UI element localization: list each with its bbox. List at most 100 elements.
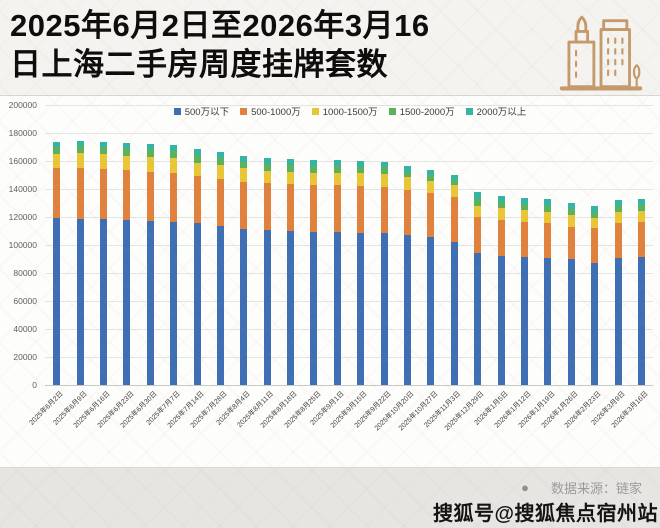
stacked-bar: [193, 149, 201, 385]
bar-segment: [567, 215, 575, 227]
bar-segment: [263, 183, 271, 231]
bar-column: [443, 105, 466, 385]
legend-label: 1000-1500万: [322, 107, 378, 118]
bar-segment: [380, 174, 388, 187]
bar-segment: [146, 221, 154, 385]
y-tick-label: 80000: [13, 268, 37, 278]
bar-segment: [76, 146, 84, 154]
bar-segment: [404, 177, 412, 190]
gridline: [45, 301, 653, 302]
gridline: [45, 357, 653, 358]
bar-segment: [170, 172, 178, 222]
bar-segment: [240, 229, 248, 385]
bar-column: [489, 105, 512, 385]
bar-segment: [193, 222, 201, 385]
bar-column: [209, 105, 232, 385]
page-title-line1: 2025年6月2日至2026年3月16: [10, 8, 430, 43]
stacked-bar: [521, 197, 528, 385]
bar-segment: [521, 221, 528, 258]
bar-segment: [287, 230, 295, 385]
legend-swatch-icon: [311, 107, 319, 115]
bar-column: [630, 105, 653, 385]
y-tick-label: 0: [32, 380, 37, 390]
bar-segment: [427, 175, 435, 181]
bar-segment: [450, 241, 458, 385]
stacked-bar: [99, 141, 107, 385]
bar-segment: [591, 227, 599, 263]
page-title-line2: 日上海二手房周度挂牌套数: [10, 47, 388, 83]
bar-segment: [193, 149, 201, 156]
bar-segment: [591, 262, 599, 385]
stacked-bar: [333, 160, 341, 385]
bar-segment: [357, 173, 365, 187]
bar-segment: [216, 225, 224, 385]
stacked-bar: [146, 144, 154, 385]
y-tick-label: 160000: [8, 156, 37, 166]
legend-swatch-icon: [240, 107, 248, 115]
bar-segment: [567, 209, 575, 216]
bar-segment: [357, 166, 365, 174]
bar-segment: [310, 166, 318, 173]
bar-segment: [146, 144, 154, 150]
bar-segment: [333, 160, 341, 167]
bar-segment: [591, 211, 599, 218]
bar-segment: [123, 155, 131, 170]
bar-segment: [240, 155, 248, 162]
bar-segment: [474, 191, 482, 199]
bar-segment: [123, 169, 131, 220]
bar-column: [185, 105, 208, 385]
bar-segment: [193, 162, 201, 176]
bar-segment: [450, 175, 458, 181]
bar-segment: [427, 192, 435, 237]
bar-segment: [263, 230, 271, 385]
stacked-bar: [123, 142, 131, 385]
bar-segment: [287, 159, 295, 166]
bar-column: [68, 105, 91, 385]
bar-segment: [170, 145, 178, 151]
bar-segment: [333, 172, 341, 185]
stacked-bar: [427, 170, 435, 385]
bar-segment: [521, 257, 528, 385]
x-axis: 2025年6月2日 2025年6月9日 2025年6月16日 2025年6月23日 20…: [29, 386, 653, 460]
bar-segment: [123, 219, 131, 385]
bar-segment: [53, 168, 61, 219]
bar-segment: [567, 203, 575, 210]
stacked-bar: [380, 161, 388, 385]
buildings-icon: [558, 10, 644, 97]
bar-column: [513, 105, 536, 385]
bar-segment: [474, 216, 482, 254]
bar-segment: [380, 233, 388, 385]
bar-column: [606, 105, 629, 385]
y-tick-label: 200000: [8, 100, 37, 110]
bar-segment: [53, 154, 61, 169]
y-tick-label: 20000: [13, 352, 37, 362]
bar-segment: [310, 231, 318, 385]
bar-column: [536, 105, 559, 385]
bar-segment: [310, 172, 318, 185]
bar-segment: [544, 258, 552, 385]
bar-segment: [404, 235, 412, 385]
gridline: [45, 385, 653, 386]
stacked-bar: [53, 141, 61, 385]
bar-column: [256, 105, 279, 385]
gridline: [45, 273, 653, 274]
bar-column: [115, 105, 138, 385]
stacked-bar: [404, 166, 412, 385]
y-axis: 0 20000 40000 60000 80000 100000 120000 140000 1…: [0, 100, 40, 390]
gridline: [45, 133, 653, 134]
bar-segment: [497, 208, 505, 220]
bar-segment: [193, 155, 201, 163]
bar-segment: [497, 202, 505, 209]
bar-segment: [357, 232, 365, 385]
chart-panel: 500万以下 500-1000万 1000-1500万 1500-2000万 2000万…: [0, 96, 660, 467]
bar-segment: [591, 217, 599, 228]
bar-segment: [521, 210, 528, 222]
bar-segment: [333, 184, 341, 232]
bar-segment: [357, 160, 365, 167]
header: 2025年6月2日至2026年3月16 日上海二手房周度挂牌套数: [0, 0, 660, 96]
gridline: [45, 329, 653, 330]
legend-label: 500-1000万: [251, 107, 301, 118]
bar-segment: [216, 165, 224, 180]
bar-column: [349, 105, 372, 385]
bar-column: [560, 105, 583, 385]
